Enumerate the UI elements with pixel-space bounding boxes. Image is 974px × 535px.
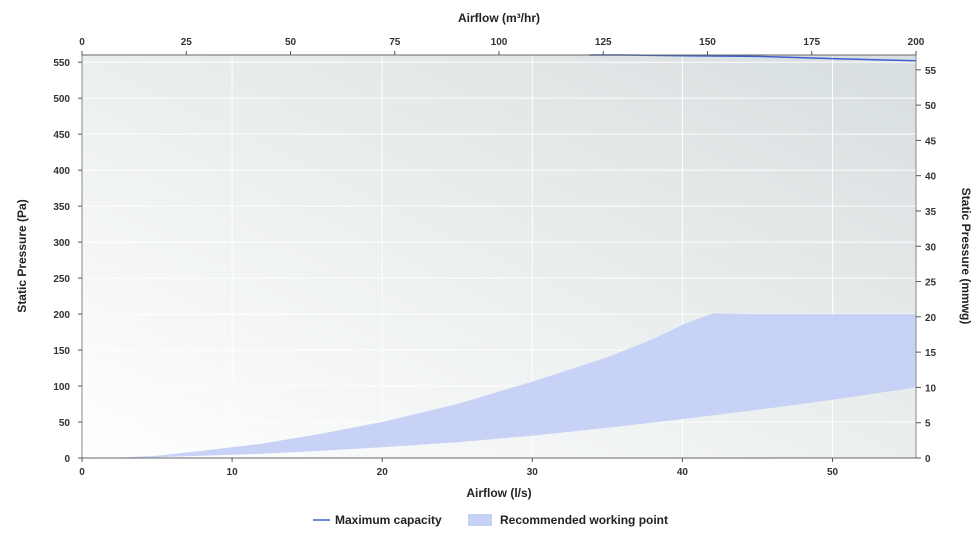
top-x-tick-label: 75 — [389, 37, 401, 48]
top-x-tick-label: 175 — [803, 37, 820, 48]
right-y-tick-label: 20 — [925, 313, 937, 324]
bottom-x-tick-label: 10 — [227, 467, 239, 478]
right-y-tick-label: 55 — [925, 66, 937, 77]
top-x-tick-label: 125 — [595, 37, 612, 48]
right-y-tick-label: 50 — [925, 101, 937, 112]
bottom-x-tick-label: 20 — [377, 467, 389, 478]
top-x-tick-label: 0 — [79, 37, 85, 48]
left-y-tick-label: 350 — [53, 202, 70, 213]
axes: 0 10 20 30 40 500 25 50 75 100 125 150 175 2000501001… — [53, 37, 936, 478]
right-y-tick-label: 15 — [925, 348, 937, 359]
left-y-tick-label: 250 — [53, 274, 70, 285]
left-y-tick-label: 400 — [53, 166, 70, 177]
top-x-tick-label: 50 — [285, 37, 297, 48]
left-y-tick-label: 550 — [53, 58, 70, 69]
top-x-tick-label: 100 — [491, 37, 508, 48]
left-y-tick-label: 300 — [53, 238, 70, 249]
working-point-area — [112, 313, 916, 458]
top-x-tick-label: 150 — [699, 37, 716, 48]
grid-lines — [82, 55, 916, 458]
right-y-tick-label: 25 — [925, 278, 937, 289]
bottom-x-tick-label: 0 — [79, 467, 85, 478]
right-y-tick-label: 10 — [925, 383, 937, 394]
left-y-tick-label: 450 — [53, 130, 70, 141]
legend-working-point-swatch — [468, 514, 492, 526]
right-y-axis-title: Static Pressure (mmwg) — [959, 188, 973, 325]
bottom-x-axis-title: Airflow (l/s) — [466, 486, 531, 500]
left-y-tick-label: 50 — [59, 418, 71, 429]
top-x-axis-title: Airflow (m³/hr) — [458, 11, 540, 25]
right-y-tick-label: 35 — [925, 207, 937, 218]
right-y-tick-label: 0 — [925, 454, 931, 465]
legend-working-point-label: Recommended working point — [500, 513, 668, 527]
left-y-tick-label: 100 — [53, 382, 70, 393]
bottom-x-tick-label: 50 — [827, 467, 839, 478]
legend: Maximum capacity Recommended working poi… — [313, 513, 668, 527]
left-y-axis-title: Static Pressure (Pa) — [15, 199, 29, 312]
left-y-tick-label: 500 — [53, 94, 70, 105]
right-y-tick-label: 5 — [925, 419, 931, 430]
left-y-tick-label: 150 — [53, 346, 70, 357]
top-x-tick-label: 200 — [908, 37, 925, 48]
left-y-tick-label: 0 — [64, 454, 70, 465]
bottom-x-tick-label: 30 — [527, 467, 539, 478]
working-point-band — [112, 313, 916, 458]
left-y-tick-label: 200 — [53, 310, 70, 321]
right-y-tick-label: 45 — [925, 136, 937, 147]
legend-max-capacity-label: Maximum capacity — [335, 513, 442, 527]
bottom-x-tick-label: 40 — [677, 467, 689, 478]
right-y-tick-label: 40 — [925, 172, 937, 183]
right-y-tick-label: 30 — [925, 242, 937, 253]
top-x-tick-label: 25 — [181, 37, 193, 48]
